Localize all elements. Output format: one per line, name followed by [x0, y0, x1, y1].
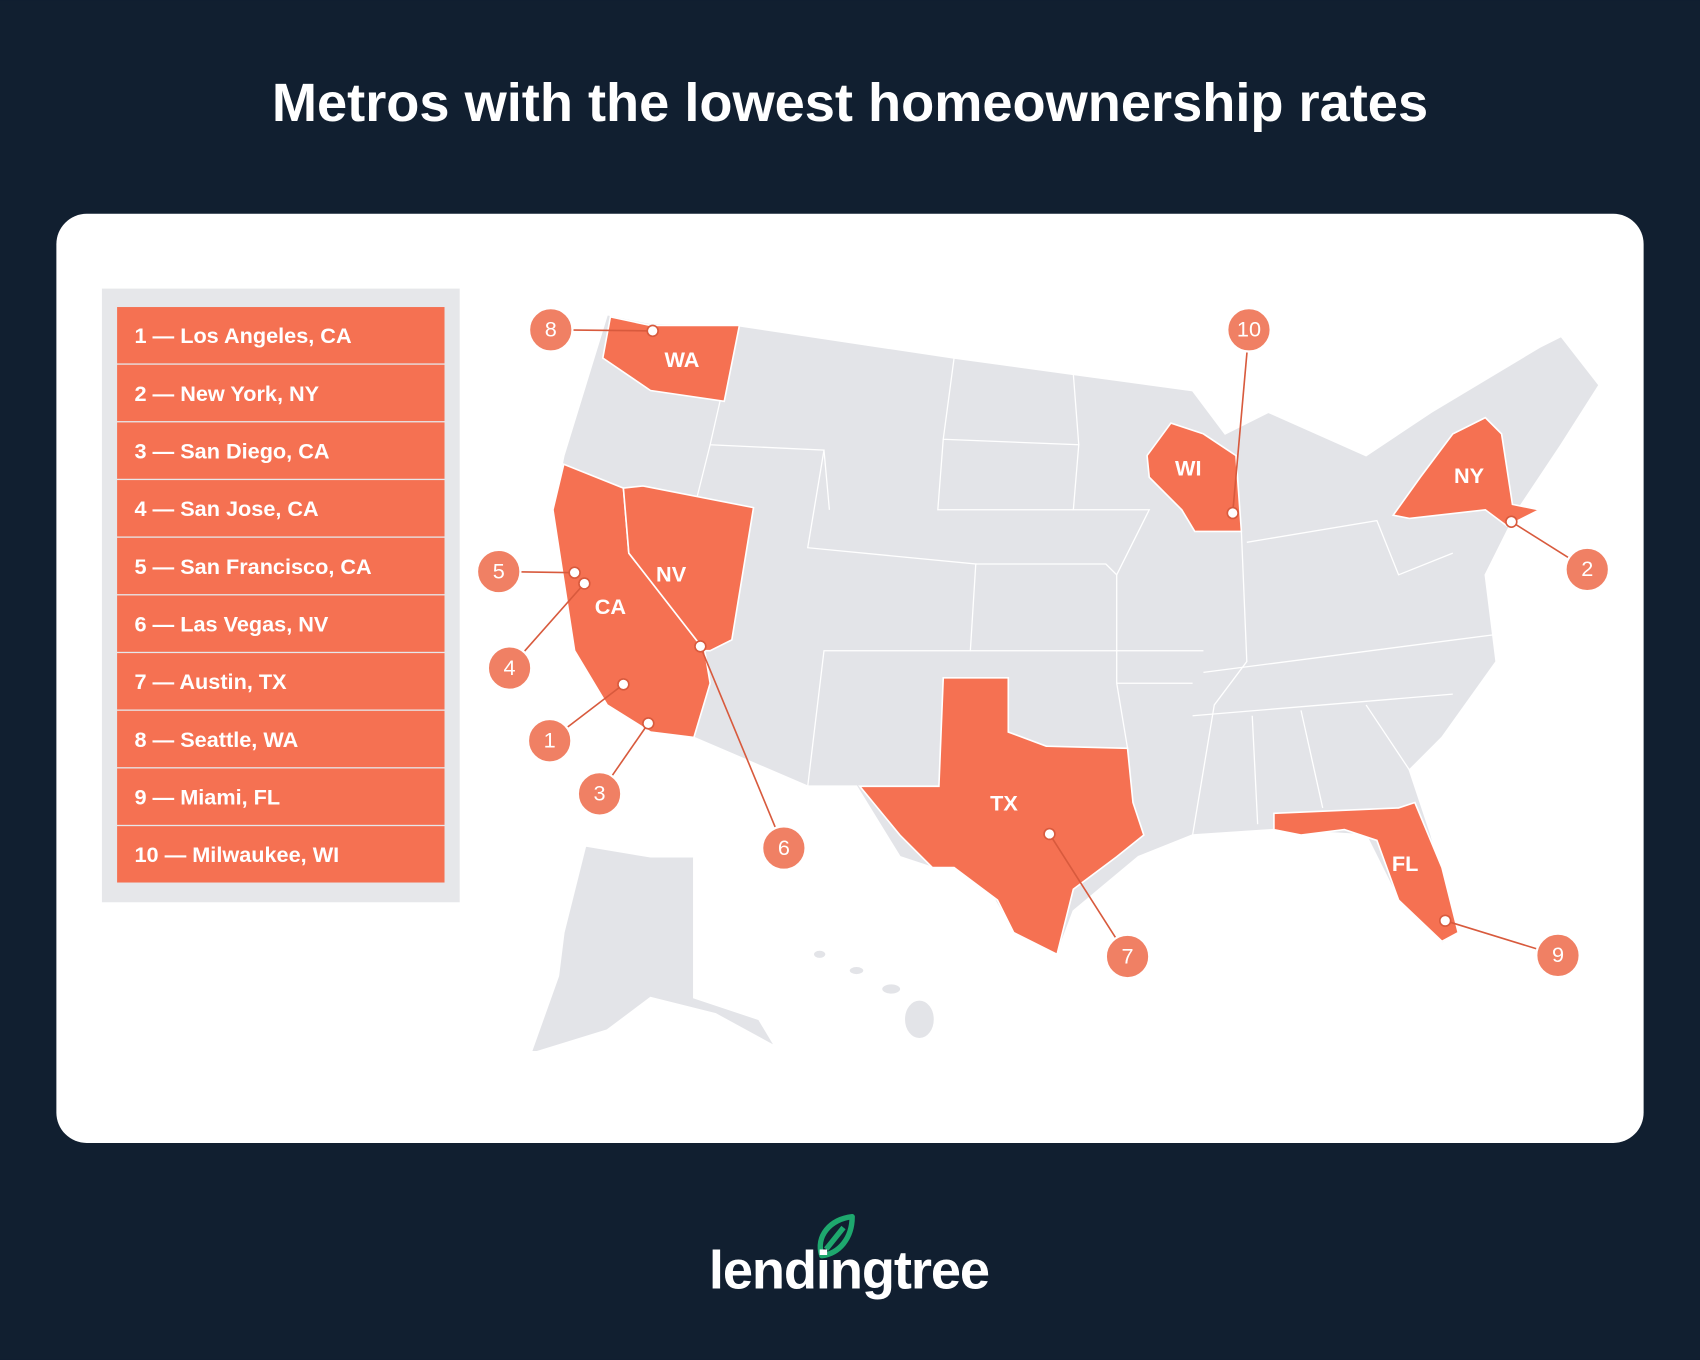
- title: Metros with the lowest homeownership rat…: [272, 73, 1428, 133]
- marker-dot: [1043, 827, 1056, 841]
- list-item-bg: [117, 364, 445, 422]
- list-item-bg: [117, 422, 445, 479]
- marker-dot: [1438, 914, 1452, 927]
- list-item: 9 — Miami, FL: [134, 785, 280, 810]
- marker-dot: [1505, 515, 1518, 528]
- marker-number: 1: [544, 728, 556, 753]
- marker-badge: [576, 771, 623, 817]
- marker-leader: [699, 646, 785, 849]
- list-item: 3 — San Diego, CA: [134, 438, 329, 463]
- map: [530, 313, 1601, 1053]
- state-fl: [1273, 801, 1460, 943]
- marker-number: 7: [1122, 943, 1134, 968]
- marker-badge: [761, 825, 807, 871]
- list-item-bg: [117, 710, 445, 768]
- list-item-bg: [117, 537, 445, 595]
- marker-badge: [1535, 932, 1581, 979]
- state-ny: [1391, 416, 1543, 527]
- state-wi: [1146, 422, 1243, 533]
- state-label: NV: [656, 562, 687, 587]
- marker-number: 2: [1581, 556, 1593, 581]
- list-item-bg: [117, 653, 445, 710]
- marker-number: 3: [594, 781, 606, 806]
- marker-dot: [646, 324, 659, 338]
- list-item: 8 — Seattle, WA: [134, 727, 298, 752]
- marker-number: 5: [493, 558, 505, 583]
- marker-leader: [1048, 833, 1129, 957]
- marker-number: 10: [1237, 317, 1261, 342]
- marker-badge: [527, 307, 574, 353]
- list-item-bg: [117, 480, 445, 537]
- list-item-bg: [117, 768, 445, 825]
- marker-number: 6: [778, 835, 790, 860]
- state-labels: WA CA NV TX WI NY FL: [595, 347, 1485, 876]
- list-item: 1 — Los Angeles, CA: [134, 323, 352, 348]
- list-item: 2 — New York, NY: [134, 381, 319, 406]
- list-item: 7 — Austin, TX: [134, 669, 287, 694]
- logo-text: lendingtree: [709, 1240, 989, 1300]
- list-item: 10 — Milwaukee, WI: [134, 842, 339, 867]
- state-label: WA: [664, 347, 699, 372]
- markers: 8 10 5 4 1 3 6 2 7 9: [475, 307, 1611, 980]
- marker-dot: [578, 577, 591, 590]
- state-nv: [622, 485, 755, 652]
- marker-number: 4: [504, 655, 516, 680]
- marker-badge: [1564, 546, 1611, 593]
- state-label: WI: [1175, 455, 1201, 480]
- marker-dot: [1226, 506, 1239, 520]
- logo-leaf: [817, 1213, 855, 1259]
- state-label: TX: [990, 790, 1018, 815]
- state-borders: [693, 325, 1497, 836]
- list-item: 5 — San Francisco, CA: [134, 554, 372, 579]
- us-outline: [552, 313, 1601, 956]
- list-item: 4 — San Jose, CA: [134, 496, 319, 521]
- marker-badge: [526, 717, 573, 764]
- list-item: 6 — Las Vegas, NV: [134, 612, 328, 637]
- logo: lendingtree: [709, 1213, 990, 1300]
- marker-dot: [617, 678, 630, 691]
- state-label: FL: [1392, 851, 1418, 876]
- marker-number: 9: [1552, 942, 1564, 967]
- marker-dot: [694, 640, 707, 653]
- marker-dot: [642, 717, 655, 730]
- list-item-bg: [117, 595, 445, 652]
- marker-badge: [475, 548, 522, 595]
- state-label: CA: [595, 594, 627, 619]
- list-item-bg: [117, 307, 445, 364]
- alaska: [530, 844, 778, 1053]
- hawaii: [812, 949, 936, 1040]
- marker-leader: [1231, 329, 1250, 514]
- ranking-list: 1 — Los Angeles, CA 2 — New York, NY 3 — S…: [117, 307, 445, 883]
- state-label: NY: [1454, 463, 1485, 488]
- marker-badge: [1226, 307, 1272, 353]
- list-item-bg: [117, 826, 445, 883]
- marker-dot: [568, 566, 581, 579]
- marker-badge: [486, 645, 533, 691]
- marker-badge: [1104, 933, 1151, 980]
- state-tx: [858, 677, 1145, 956]
- marker-number: 8: [545, 317, 557, 342]
